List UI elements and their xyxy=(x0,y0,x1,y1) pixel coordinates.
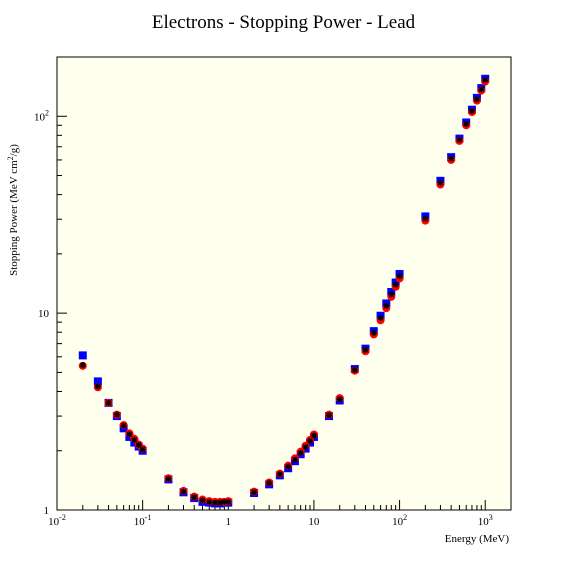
star-marker xyxy=(291,456,298,463)
star-marker xyxy=(473,96,480,103)
y-axis-label: Stopping Power (MeV cm2/g) xyxy=(6,144,20,276)
star-marker xyxy=(392,281,399,288)
star-marker xyxy=(307,438,314,445)
star-marker xyxy=(388,291,395,298)
y-tick-label: 1 xyxy=(44,505,50,517)
star-marker xyxy=(370,329,377,336)
star-marker xyxy=(276,471,283,478)
x-tick-label: 103 xyxy=(478,513,493,528)
x-axis-label: Energy (MeV) xyxy=(445,533,510,545)
data-markers xyxy=(78,74,490,508)
star-marker xyxy=(113,411,120,418)
square-marker xyxy=(78,351,87,360)
x-tick-label: 10-2 xyxy=(48,513,66,528)
star-marker xyxy=(482,77,489,84)
star-marker xyxy=(165,475,172,482)
star-marker xyxy=(105,399,112,406)
star-marker xyxy=(302,443,309,450)
star-marker xyxy=(135,441,142,448)
star-marker xyxy=(422,215,429,222)
y-axis-label-tail: /g) xyxy=(8,144,20,157)
star-marker xyxy=(94,383,101,390)
star-marker xyxy=(206,498,213,505)
star-marker xyxy=(362,346,369,353)
star-marker xyxy=(126,431,133,438)
star-marker xyxy=(297,449,304,456)
star-marker xyxy=(456,136,463,143)
star-marker xyxy=(251,489,258,496)
star-marker xyxy=(191,494,198,501)
star-marker xyxy=(377,314,384,321)
y-tick-label: 102 xyxy=(34,108,49,123)
star-marker xyxy=(266,480,273,487)
star-marker xyxy=(396,273,403,280)
star-marker xyxy=(351,366,358,373)
star-marker xyxy=(310,432,317,439)
x-tick-label: 1 xyxy=(226,516,232,528)
star-marker xyxy=(216,499,223,506)
tick-labels: 10-2 10-1 1 10 102 103 1 10 102 xyxy=(34,108,493,528)
x-tick-label: 10-1 xyxy=(134,513,152,528)
x-tick-label: 10 xyxy=(308,516,320,528)
plot-area xyxy=(56,56,512,511)
chart-title: Electrons - Stopping Power - Lead xyxy=(151,12,416,33)
star-marker xyxy=(131,436,138,443)
star-marker xyxy=(212,499,219,506)
star-marker xyxy=(383,302,390,309)
star-marker xyxy=(336,396,343,403)
star-marker xyxy=(478,86,485,93)
star-marker xyxy=(79,362,86,369)
x-tick-label: 102 xyxy=(392,513,407,528)
square-marker xyxy=(93,377,102,386)
star-marker xyxy=(225,498,232,505)
y-axis-label-superscript: 2 xyxy=(6,156,15,160)
axis-ticks xyxy=(56,56,512,511)
star-marker xyxy=(120,422,127,429)
star-marker xyxy=(326,412,333,419)
star-marker xyxy=(139,446,146,453)
star-marker xyxy=(180,488,187,495)
star-marker xyxy=(448,155,455,162)
star-marker xyxy=(199,497,206,504)
star-marker xyxy=(463,120,470,127)
star-marker xyxy=(437,179,444,186)
star-marker xyxy=(221,498,228,505)
y-axis-label-main: Stopping Power (MeV cm xyxy=(8,160,20,276)
y-tick-label: 10 xyxy=(38,308,50,320)
star-marker xyxy=(468,107,475,114)
star-marker xyxy=(285,463,292,470)
